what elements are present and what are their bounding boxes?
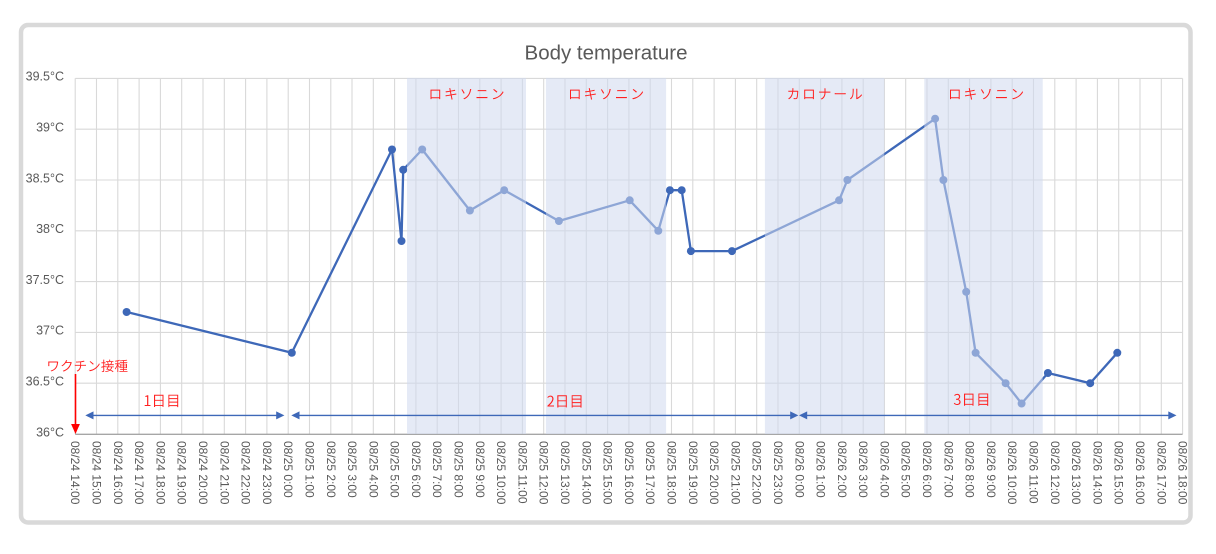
svg-text:08/24 20:00: 08/24 20:00 [196,441,210,505]
svg-text:39.5°C: 39.5°C [26,70,64,84]
svg-text:08/25 2:00: 08/25 2:00 [324,441,338,498]
svg-text:37°C: 37°C [36,324,64,338]
svg-text:08/25 17:00: 08/25 17:00 [643,441,657,505]
svg-text:08/26 17:00: 08/26 17:00 [1154,441,1168,505]
svg-text:08/25 20:00: 08/25 20:00 [707,441,721,505]
svg-text:08/25 7:00: 08/25 7:00 [430,441,444,498]
svg-text:08/25 0:00: 08/25 0:00 [281,441,295,498]
svg-text:08/25 15:00: 08/25 15:00 [601,441,615,505]
svg-text:08/26 12:00: 08/26 12:00 [1048,441,1062,505]
svg-text:08/26 7:00: 08/26 7:00 [941,441,955,498]
svg-text:08/24 23:00: 08/24 23:00 [260,441,274,505]
svg-text:08/25 6:00: 08/25 6:00 [409,441,423,498]
svg-text:08/24 17:00: 08/24 17:00 [132,441,146,505]
svg-text:36°C: 36°C [36,425,64,439]
svg-text:08/25 22:00: 08/25 22:00 [750,441,764,505]
svg-text:08/26 4:00: 08/26 4:00 [877,441,891,498]
svg-text:08/26 11:00: 08/26 11:00 [1027,441,1041,504]
svg-text:36.5°C: 36.5°C [26,375,64,389]
svg-text:08/25 14:00: 08/25 14:00 [579,441,593,505]
svg-text:08/26 2:00: 08/26 2:00 [835,441,849,498]
svg-text:08/25 8:00: 08/25 8:00 [452,441,466,498]
svg-text:08/26 9:00: 08/26 9:00 [984,441,998,498]
svg-text:08/26 3:00: 08/26 3:00 [856,441,870,498]
svg-text:08/26 10:00: 08/26 10:00 [1005,441,1019,505]
svg-text:08/25 21:00: 08/25 21:00 [728,441,742,505]
svg-text:08/26 18:00: 08/26 18:00 [1176,441,1190,505]
svg-text:08/25 3:00: 08/25 3:00 [345,441,359,498]
svg-text:08/25 4:00: 08/25 4:00 [366,441,380,498]
svg-text:08/26 0:00: 08/26 0:00 [792,441,806,498]
svg-text:Body temperature: Body temperature [525,42,688,65]
svg-text:08/25 9:00: 08/25 9:00 [473,441,487,498]
svg-text:08/26 15:00: 08/26 15:00 [1112,441,1126,505]
svg-text:08/25 10:00: 08/25 10:00 [494,441,508,505]
svg-text:08/26 13:00: 08/26 13:00 [1069,441,1083,505]
svg-text:08/25 1:00: 08/25 1:00 [303,441,317,498]
svg-text:08/24 19:00: 08/24 19:00 [175,441,189,505]
svg-text:08/25 19:00: 08/25 19:00 [686,441,700,505]
svg-text:08/26 1:00: 08/26 1:00 [814,441,828,498]
svg-text:08/25 5:00: 08/25 5:00 [388,441,402,498]
svg-text:08/25 18:00: 08/25 18:00 [665,441,679,505]
svg-text:08/24 22:00: 08/24 22:00 [239,441,253,505]
svg-text:08/26 16:00: 08/26 16:00 [1133,441,1147,505]
svg-text:08/25 16:00: 08/25 16:00 [622,441,636,505]
svg-text:08/26 8:00: 08/26 8:00 [963,441,977,498]
svg-text:08/24 14:00: 08/24 14:00 [68,441,82,505]
svg-text:08/25 23:00: 08/25 23:00 [771,441,785,505]
svg-text:08/24 16:00: 08/24 16:00 [111,441,125,505]
svg-text:08/26 6:00: 08/26 6:00 [920,441,934,498]
svg-text:08/25 12:00: 08/25 12:00 [537,441,551,505]
svg-text:08/24 15:00: 08/24 15:00 [90,441,104,505]
svg-text:08/25 13:00: 08/25 13:00 [558,441,572,505]
svg-text:08/24 18:00: 08/24 18:00 [153,441,167,505]
svg-text:38.5°C: 38.5°C [26,171,64,185]
svg-text:08/25 11:00: 08/25 11:00 [515,441,529,504]
svg-text:08/26 14:00: 08/26 14:00 [1090,441,1104,505]
svg-text:39°C: 39°C [36,121,64,135]
svg-text:08/24 21:00: 08/24 21:00 [217,441,231,505]
svg-text:08/26 5:00: 08/26 5:00 [899,441,913,498]
svg-text:37.5°C: 37.5°C [26,273,64,287]
svg-text:38°C: 38°C [36,222,64,236]
